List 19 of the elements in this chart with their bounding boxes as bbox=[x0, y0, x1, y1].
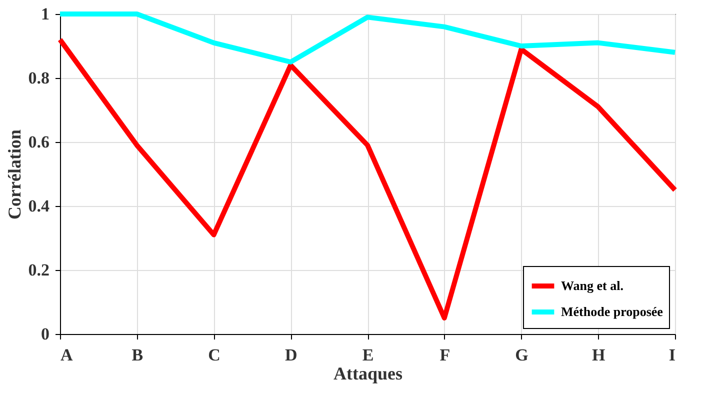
x-tick-label: F bbox=[440, 346, 450, 364]
x-tick-label: C bbox=[208, 346, 220, 364]
x-tick-label: D bbox=[284, 346, 298, 364]
y-tick-label: 1 bbox=[41, 4, 50, 24]
x-tick-label: E bbox=[362, 346, 374, 364]
y-tick-label: 0.6 bbox=[28, 132, 50, 152]
x-tick-label: I bbox=[668, 346, 676, 364]
y-tick-label: 0.4 bbox=[28, 196, 50, 216]
legend-label: Wang et al. bbox=[561, 278, 624, 293]
legend-label: Méthode proposée bbox=[561, 304, 664, 319]
x-tick-label: A bbox=[60, 346, 74, 364]
y-tick-label: 0.8 bbox=[28, 68, 50, 88]
y-axis-title: Corrélation bbox=[4, 130, 24, 220]
y-tick-label: 0 bbox=[41, 324, 50, 344]
x-axis-title: Attaques bbox=[333, 364, 403, 384]
x-tick-label: H bbox=[592, 346, 606, 364]
y-tick-label: 0.2 bbox=[28, 260, 50, 280]
x-tick-label: G bbox=[515, 346, 528, 364]
x-tick-label: B bbox=[132, 346, 144, 364]
